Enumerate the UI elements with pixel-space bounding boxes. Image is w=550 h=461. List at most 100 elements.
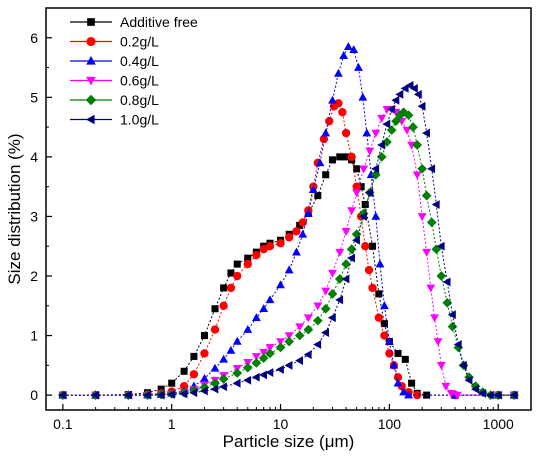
data-point: [294, 330, 305, 341]
data-point: [493, 390, 502, 400]
data-point: [251, 358, 262, 368]
data-point: [431, 200, 440, 209]
data-point: [422, 248, 432, 257]
data-point: [408, 379, 416, 387]
data-point: [408, 122, 418, 132]
data-point: [391, 116, 401, 126]
data-point: [226, 283, 236, 293]
y-tick-label: 6: [30, 30, 38, 46]
data-point: [333, 68, 343, 77]
data-point: [362, 128, 372, 137]
x-tick-label: 10: [273, 416, 289, 432]
data-point: [180, 367, 188, 375]
legend-marker: [86, 76, 96, 86]
data-point: [341, 259, 351, 269]
data-point: [485, 390, 494, 400]
data-point: [303, 324, 314, 335]
legend-marker: [85, 114, 95, 125]
data-point: [168, 379, 176, 387]
data-point: [436, 362, 446, 370]
data-point: [284, 233, 294, 242]
data-point: [298, 218, 307, 227]
data-point: [313, 302, 323, 311]
data-point: [284, 332, 294, 341]
data-point: [458, 360, 467, 370]
series-layer: [58, 42, 519, 400]
data-point: [189, 388, 198, 398]
data-point: [442, 297, 453, 308]
data-point: [341, 128, 351, 138]
data-point: [347, 253, 355, 263]
data-point: [399, 387, 408, 396]
data-point: [320, 303, 331, 314]
data-point: [328, 156, 336, 164]
data-point: [382, 137, 392, 147]
data-point: [265, 295, 275, 304]
data-point: [442, 277, 451, 287]
data-point: [321, 287, 331, 296]
data-point: [395, 89, 404, 99]
data-point: [303, 314, 313, 323]
data-point: [303, 350, 312, 360]
data-point: [265, 344, 275, 353]
data-point: [232, 368, 243, 378]
plot-frame: [45, 7, 532, 411]
data-point: [389, 360, 399, 369]
data-point: [295, 356, 304, 365]
series-triangle-left: [58, 81, 518, 400]
data-point: [352, 235, 360, 245]
data-point: [478, 388, 487, 398]
data-point: [244, 254, 252, 262]
data-point: [426, 217, 437, 228]
legend-item: Additive free: [70, 14, 198, 30]
data-point: [401, 355, 409, 363]
legend-item: 0.2g/L: [70, 34, 159, 50]
data-point: [259, 370, 267, 380]
data-point: [349, 45, 359, 53]
data-point: [358, 208, 369, 219]
data-point: [91, 390, 99, 400]
legend-label: 0.2g/L: [120, 34, 159, 50]
data-point: [284, 336, 295, 347]
legend-label: 0.4g/L: [120, 53, 159, 69]
series-line: [62, 84, 515, 396]
data-point: [179, 389, 188, 399]
legend-label: 0.6g/L: [120, 73, 159, 89]
data-point: [361, 242, 370, 251]
data-point: [265, 368, 274, 377]
data-point: [376, 152, 387, 162]
legend-item: 0.8g/L: [70, 92, 159, 108]
data-point: [233, 260, 241, 268]
data-point: [251, 372, 260, 382]
data-point: [339, 51, 349, 59]
data-point: [242, 362, 253, 373]
y-tick-label: 2: [30, 268, 38, 284]
data-point: [321, 328, 330, 337]
data-point: [259, 304, 269, 313]
legend-label: 1.0g/L: [120, 112, 159, 128]
data-point: [199, 386, 208, 396]
data-point: [321, 128, 331, 137]
data-point: [334, 274, 345, 284]
data-point: [369, 242, 377, 250]
data-point: [347, 152, 356, 162]
legend-label: 0.8g/L: [120, 92, 159, 108]
y-tick-label: 3: [30, 208, 38, 224]
data-point: [123, 390, 132, 400]
data-point: [371, 164, 380, 174]
data-point: [417, 213, 427, 222]
data-point: [375, 259, 385, 268]
data-point: [276, 239, 285, 248]
data-point: [276, 338, 285, 347]
data-point: [353, 165, 361, 173]
data-point: [359, 212, 367, 221]
data-point: [377, 114, 387, 123]
data-point: [275, 365, 284, 374]
data-point: [58, 390, 67, 400]
data-point: [447, 310, 456, 320]
data-point: [371, 211, 381, 220]
data-point: [334, 99, 343, 108]
data-point: [232, 336, 242, 345]
data-point: [259, 348, 269, 357]
